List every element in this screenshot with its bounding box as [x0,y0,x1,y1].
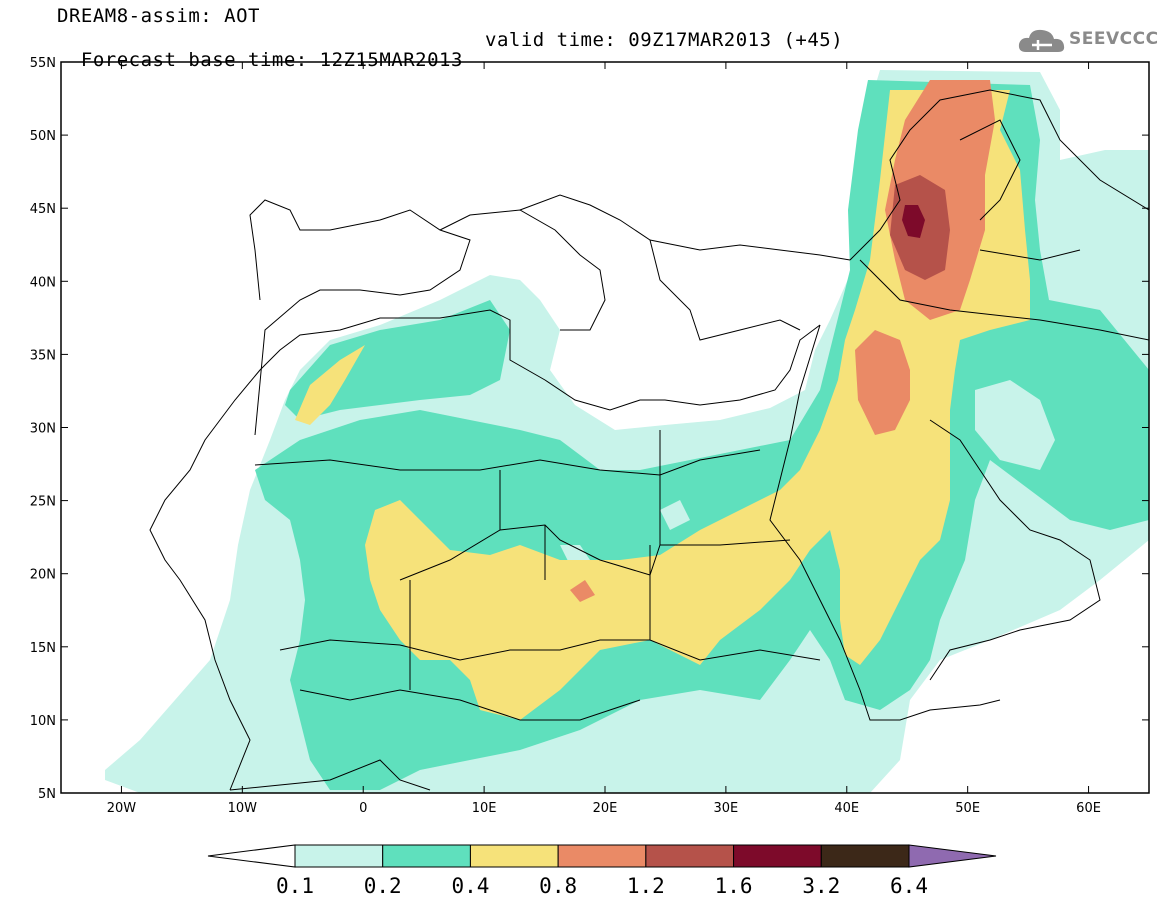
colorbar: 0.1 0.2 0.4 0.8 1.2 1.6 3.2 6.4 [207,844,997,898]
colorbar-swatch [820,844,910,868]
colorbar-label: 1.2 [627,874,665,898]
lon-label: 50E [955,801,980,816]
aot-field [105,70,1149,793]
valid-time: valid time: 09Z17MAR2013 (+45) [485,29,844,51]
colorbar-label: 0.4 [451,874,489,898]
lon-label: 10W [228,801,258,816]
lon-label: 20E [593,801,618,816]
lat-label: 20N [30,568,56,583]
logo-text: SEEVCCC [1069,29,1159,49]
lon-label: 0 [359,801,367,816]
aot-band-0.8 [570,80,995,602]
cloud-icon [1018,29,1065,52]
colorbar-label: 0.1 [276,874,314,898]
colorbar-swatch [469,844,559,868]
lon-label: 40E [834,801,859,816]
lat-label: 25N [30,495,56,510]
colorbar-over-arrow [908,844,997,868]
aot-band-1.6 [902,205,925,238]
colorbar-label: 6.4 [890,874,928,898]
lon-label: 20W [107,801,137,816]
chart-title: DREAM8-assim: AOT [57,5,260,27]
lat-label: 35N [30,348,56,363]
lat-label: 15N [30,641,56,656]
coastlines-borders [149,89,1149,791]
lat-label: 45N [30,202,56,217]
colorbar-label: 1.6 [715,874,753,898]
lon-label: 10E [472,801,497,816]
lat-label: 55N [30,56,56,71]
lat-label: 5N [38,787,56,802]
lat-axis: 55N 50N 45N 40N 35N 30N 25N 20N 15N 10N 5N [30,56,1149,802]
colorbar-swatch [557,844,647,868]
colorbar-swatch [645,844,735,868]
colorbar-under-arrow [207,844,296,868]
forecast-times: Forecast base time: 12Z15MAR2013 valid t… [57,30,843,90]
lon-label: 30E [714,801,739,816]
colorbar-swatch [733,844,822,868]
aot-band-0.4 [295,90,1030,720]
seevccc-logo: SEEVCCC [1018,26,1158,56]
colorbar-swatch [382,844,471,868]
lon-label: 60E [1076,801,1101,816]
lon-axis: 20W 10W 0 10E 20E 30E 40E 50E 60E [107,62,1101,816]
lat-label: 50N [30,129,56,144]
base-time: Forecast base time: 12Z15MAR2013 [80,49,463,71]
aot-pocket-light [560,380,1055,565]
colorbar-label: 0.8 [539,874,577,898]
lat-label: 40N [30,275,56,290]
colorbar-label: 3.2 [802,874,840,898]
lat-label: 30N [30,422,56,437]
lat-label: 10N [30,714,56,729]
colorbar-swatch [294,844,384,868]
colorbar-label: 0.2 [364,874,402,898]
